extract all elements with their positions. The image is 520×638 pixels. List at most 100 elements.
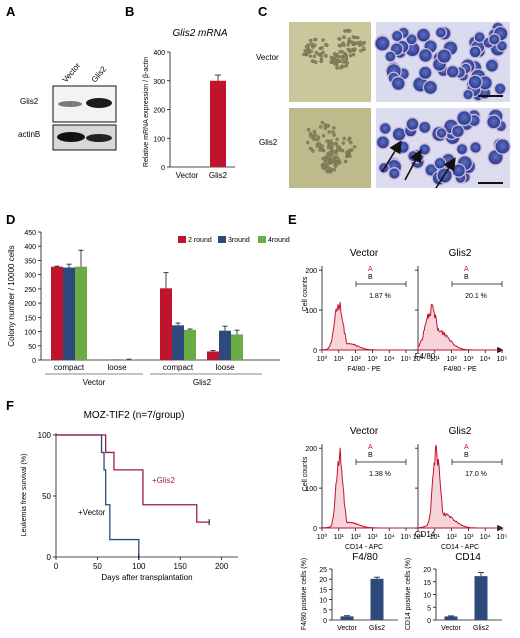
cell-nucleus: [393, 128, 406, 141]
b-bar-glis2: [210, 80, 226, 167]
colony-cell: [339, 65, 343, 70]
cell-nucleus: [406, 34, 417, 45]
e-E2-xtick-label-1-5: 10⁵: [497, 534, 508, 541]
colony-cell: [357, 43, 362, 48]
colony-cells: [302, 28, 366, 174]
colony-cell: [328, 167, 332, 171]
chart-b: Glis2 mRNA Relative mRNA expression / β-…: [143, 28, 235, 180]
cell-nucleus: [419, 144, 430, 155]
colony-cell: [335, 145, 340, 149]
colony-cell: [343, 54, 348, 58]
cell-nucleus: [419, 49, 432, 62]
panel-label-f: F: [6, 398, 14, 413]
cell-nucleus: [424, 81, 437, 94]
e-E2-xtick-label-0-3: 10³: [367, 534, 378, 541]
e-E2-xtick-label-0-1: 10¹: [334, 534, 345, 541]
f-series-1: [56, 434, 210, 523]
d-sub-label-1: loose: [107, 363, 127, 372]
e-cd14-bar-title: CD14: [455, 552, 481, 563]
E4-xtick-glis2: Glis2: [473, 625, 489, 632]
f-ytick-label-0: 0: [47, 553, 52, 562]
cell-nucleus: [468, 75, 482, 89]
colony-cell: [342, 43, 346, 47]
cell-nucleus: [457, 111, 471, 125]
e-f480-ylabel: Cell counts: [302, 276, 309, 311]
colony-cell: [353, 47, 357, 51]
colony-cell: [308, 134, 313, 138]
colony-cell: [320, 120, 325, 125]
d-sub-label-3: loose: [215, 363, 235, 372]
E4-ytick-label-4: 20: [423, 567, 431, 574]
f-ytick-label-1: 50: [42, 492, 51, 501]
d-bar-0-2: [75, 266, 87, 360]
d-legend-swatch-1: [218, 236, 226, 243]
d-ytick-label-1: 50: [28, 344, 36, 351]
row-label-actinb: actinB: [18, 130, 40, 139]
e-E1-ytick-label-2: 200: [305, 268, 317, 275]
e-E2-xtick-label-0-2: 10²: [351, 534, 362, 541]
E3-ytick-label-1: 5: [323, 608, 327, 615]
colony-cell: [341, 60, 345, 64]
E4-bar-vector: [444, 616, 458, 620]
cell-nucleus: [495, 139, 510, 154]
e-E2-axislabel-0: CD14 - APC: [345, 544, 383, 551]
d-ytick-label-0: 0: [32, 358, 36, 365]
colony-cell: [332, 155, 337, 159]
colony-cell: [347, 29, 352, 33]
colony-cell: [352, 145, 357, 149]
colony-cell: [360, 42, 365, 46]
colony-cell: [312, 54, 317, 59]
d-ytick-label-9: 450: [24, 230, 36, 237]
e-cd14-xlabel: CD14: [415, 530, 436, 539]
e-E1-xtick-label-1-3: 10³: [463, 356, 474, 363]
cell-nucleus: [447, 66, 459, 78]
colony-cell: [320, 144, 324, 148]
colony-cell: [359, 49, 363, 53]
colony-cell: [308, 38, 313, 43]
colony-cell: [342, 35, 346, 39]
colony-cell: [327, 130, 331, 134]
e-E2-ytick-label-1: 100: [305, 486, 317, 493]
cell-nucleus: [392, 31, 403, 41]
d-bar-3-0: [207, 351, 219, 360]
e-E1-gateB-1: B: [464, 274, 469, 281]
colony-cell: [338, 43, 343, 48]
d-bar-1-1: [111, 359, 123, 360]
cell-nucleus: [385, 51, 396, 62]
cell-nucleus: [419, 121, 431, 133]
colony-cell: [331, 130, 335, 134]
f-xtick-label-0: 0: [54, 562, 59, 571]
E3-ytick-label-4: 20: [319, 577, 327, 584]
d-ytick-label-5: 250: [24, 287, 36, 294]
e-E1-pct-0: 1.87 %: [369, 293, 391, 300]
d-bar-1-2: [123, 359, 135, 360]
d-bar-2-1: [172, 325, 184, 360]
e-E2-ytick-label-2: 200: [305, 446, 317, 453]
d-bar-2-0: [160, 288, 172, 360]
d-group-label-vector: Vector: [83, 378, 106, 387]
f-label-vector: +Vector: [78, 508, 106, 517]
E3-ytick-label-0: 0: [323, 618, 327, 625]
colony-cell: [310, 42, 314, 46]
colony-cell: [334, 151, 338, 155]
f-xtick-label-2: 100: [132, 562, 146, 571]
b-ytick-label-1: 100: [153, 136, 165, 143]
colony-cell: [337, 36, 341, 41]
E4-ytick-label-1: 5: [427, 605, 431, 612]
colony-cell: [347, 138, 351, 142]
colony-cell: [321, 134, 326, 138]
e-f480-bar-ylabel: F4/80 positive cells (%): [301, 558, 308, 630]
colony-cell: [348, 53, 353, 58]
E4-ytick-label-2: 10: [423, 593, 431, 600]
cell-nucleus: [392, 77, 405, 90]
colony-cell: [328, 142, 332, 147]
colony-cell: [309, 49, 314, 53]
e-f480-xlabel: F4/80: [415, 352, 436, 361]
e-cd14-bar-ylabel: CD14 positive cells (%): [405, 558, 412, 630]
cell-nucleus: [487, 115, 500, 129]
band-actinb-glis2: [86, 134, 112, 142]
colony-cell: [311, 137, 315, 141]
f-xtick-label-1: 50: [93, 562, 102, 571]
b-ytick-label-3: 300: [153, 79, 165, 86]
